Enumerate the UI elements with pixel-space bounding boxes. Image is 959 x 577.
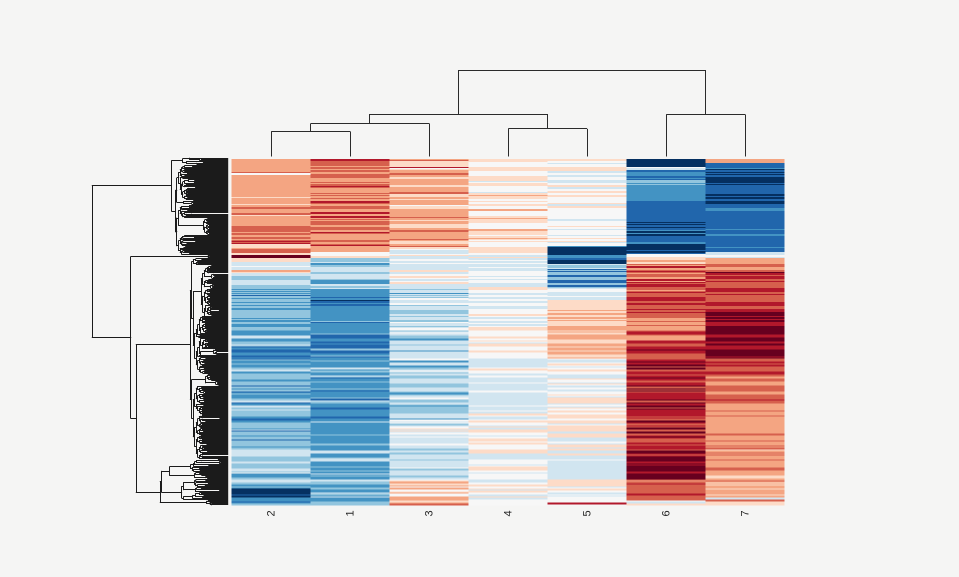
svg-text:1: 1 (345, 510, 357, 516)
svg-text:4: 4 (503, 510, 515, 516)
svg-text:2: 2 (266, 510, 278, 516)
svg-text:5: 5 (582, 510, 594, 516)
svg-text:6: 6 (661, 510, 673, 516)
svg-text:7: 7 (740, 510, 752, 516)
svg-text:3: 3 (424, 510, 436, 516)
